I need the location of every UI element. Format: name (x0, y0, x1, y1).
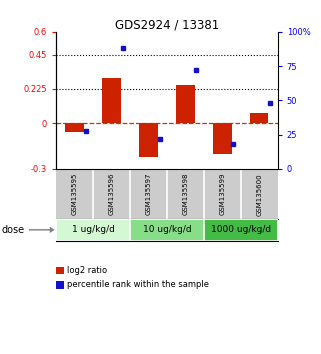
Bar (139, 123, 158, 157)
Bar (56, 219, 130, 241)
Bar (250, 113, 268, 123)
Text: percentile rank within the sample: percentile rank within the sample (67, 280, 209, 289)
Text: GSM135596: GSM135596 (108, 173, 115, 216)
Bar (204, 219, 278, 241)
Text: GSM135600: GSM135600 (256, 173, 262, 216)
Bar (65, 123, 84, 132)
Bar (176, 85, 195, 123)
Text: GSM135595: GSM135595 (72, 173, 78, 215)
Text: GSM135597: GSM135597 (145, 173, 152, 216)
Bar (213, 123, 231, 154)
Text: 1000 ug/kg/d: 1000 ug/kg/d (211, 225, 271, 234)
Text: 1 ug/kg/d: 1 ug/kg/d (72, 225, 115, 234)
Text: 10 ug/kg/d: 10 ug/kg/d (143, 225, 191, 234)
Text: dose: dose (2, 225, 25, 235)
Bar (102, 78, 121, 123)
Text: GSM135599: GSM135599 (219, 173, 225, 216)
Text: GSM135598: GSM135598 (182, 173, 188, 216)
Title: GDS2924 / 13381: GDS2924 / 13381 (115, 19, 219, 32)
Text: log2 ratio: log2 ratio (67, 266, 108, 275)
Bar (130, 219, 204, 241)
